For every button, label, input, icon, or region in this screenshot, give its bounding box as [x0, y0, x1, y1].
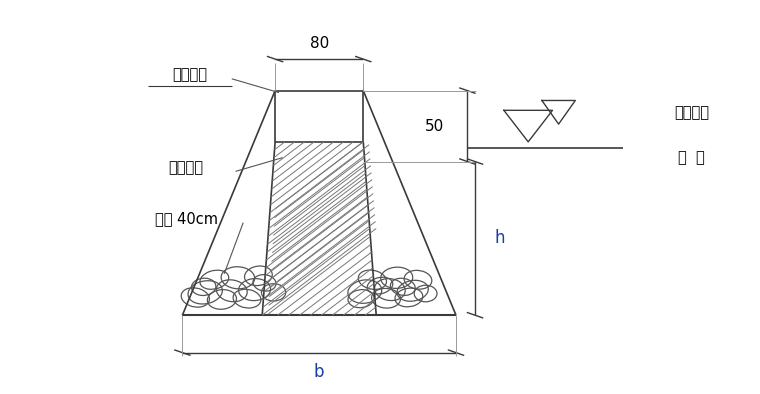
Text: b: b: [314, 363, 325, 381]
Text: h: h: [494, 229, 505, 247]
Text: 80: 80: [309, 36, 329, 51]
Text: 50: 50: [426, 119, 445, 134]
Text: 草包叠排: 草包叠排: [173, 67, 207, 82]
Text: 围堠顶高: 围堠顶高: [674, 105, 709, 120]
Text: 水  位: 水 位: [678, 150, 705, 165]
Text: 宽度 40cm: 宽度 40cm: [155, 211, 217, 226]
Text: 防渗心墙: 防渗心墙: [169, 160, 204, 175]
